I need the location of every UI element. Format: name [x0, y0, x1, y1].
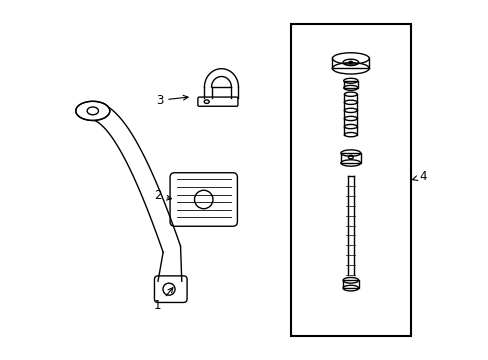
- Ellipse shape: [348, 61, 352, 63]
- Bar: [340, 153, 360, 163]
- Bar: [343, 81, 357, 88]
- Bar: [343, 280, 358, 288]
- FancyBboxPatch shape: [198, 97, 238, 106]
- Ellipse shape: [76, 101, 110, 121]
- FancyBboxPatch shape: [170, 173, 237, 226]
- FancyBboxPatch shape: [154, 276, 187, 302]
- Text: 1: 1: [154, 288, 172, 312]
- Text: 2: 2: [154, 189, 171, 202]
- Text: 4: 4: [412, 170, 426, 183]
- Text: 3: 3: [156, 94, 188, 107]
- Bar: [290, 24, 410, 336]
- Polygon shape: [92, 102, 180, 252]
